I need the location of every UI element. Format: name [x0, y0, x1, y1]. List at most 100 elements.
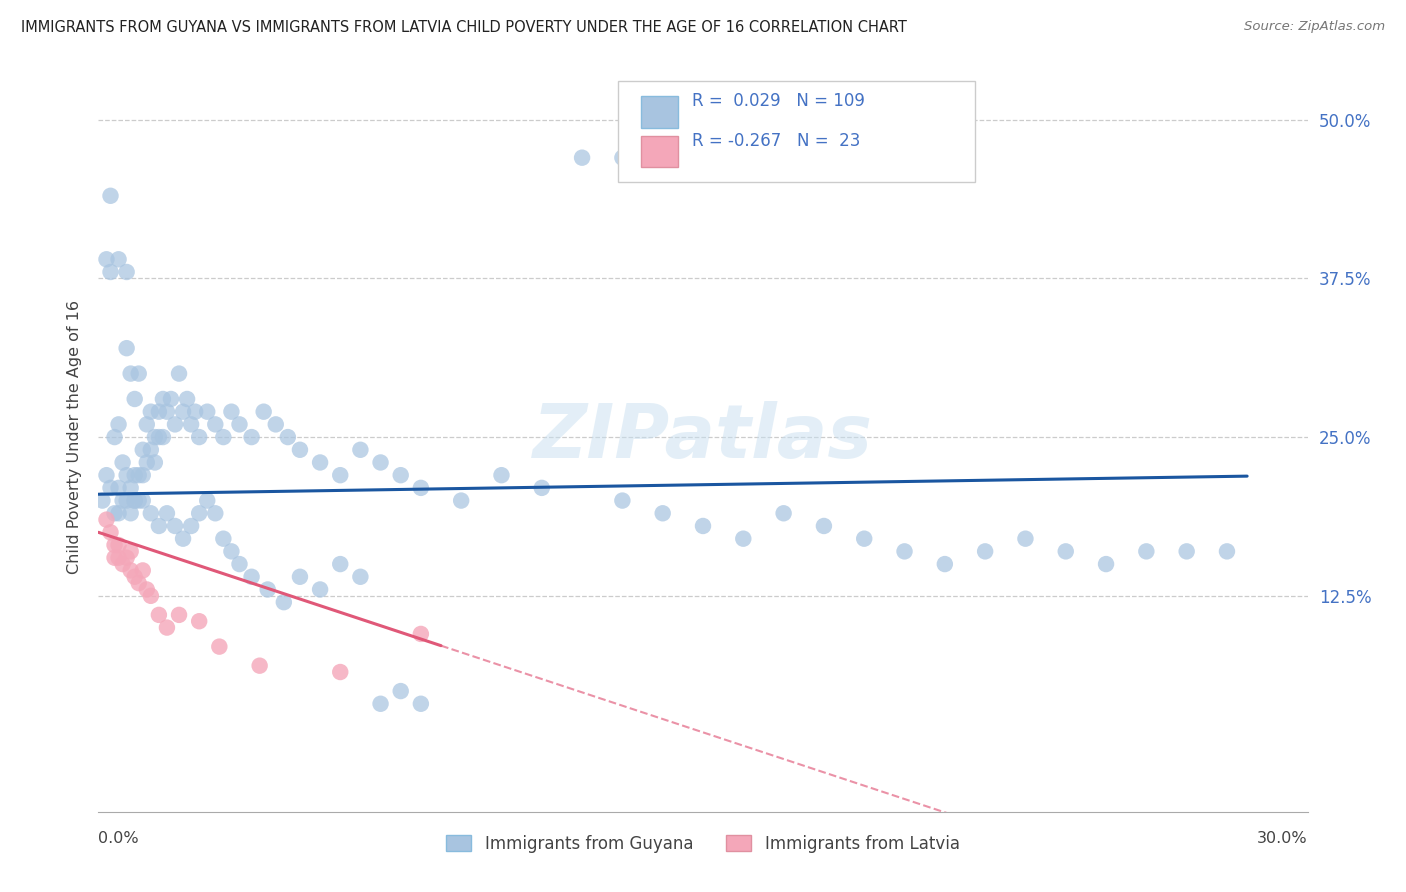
FancyBboxPatch shape	[641, 136, 678, 168]
Point	[107, 481, 129, 495]
Point	[221, 405, 243, 419]
Point	[132, 468, 155, 483]
Point	[612, 151, 634, 165]
Point	[100, 525, 122, 540]
Point	[111, 455, 134, 469]
Point	[120, 563, 142, 577]
Point	[208, 640, 231, 654]
Point	[195, 405, 218, 419]
Point	[273, 595, 295, 609]
Point	[256, 582, 278, 597]
Point	[370, 697, 392, 711]
Point	[152, 430, 174, 444]
Point	[120, 367, 142, 381]
Point	[115, 265, 138, 279]
Point	[115, 550, 138, 565]
Point	[148, 519, 170, 533]
Point	[156, 405, 179, 419]
Point	[389, 468, 412, 483]
Text: ZIPatlas: ZIPatlas	[533, 401, 873, 474]
Point	[188, 506, 211, 520]
Point	[172, 532, 194, 546]
Point	[132, 493, 155, 508]
Point	[96, 513, 118, 527]
Point	[853, 532, 876, 546]
Point	[111, 493, 134, 508]
Point	[120, 506, 142, 520]
Point	[135, 455, 157, 469]
Point	[450, 493, 472, 508]
Point	[409, 481, 432, 495]
Point	[288, 570, 311, 584]
FancyBboxPatch shape	[619, 81, 976, 182]
Point	[733, 532, 755, 546]
Text: R =  0.029   N = 109: R = 0.029 N = 109	[692, 93, 865, 111]
Point	[135, 582, 157, 597]
Point	[148, 430, 170, 444]
Point	[409, 697, 432, 711]
Point	[772, 506, 794, 520]
Point	[143, 430, 166, 444]
Point	[152, 392, 174, 406]
Point	[934, 557, 956, 571]
Point	[893, 544, 915, 558]
Text: R = -0.267   N =  23: R = -0.267 N = 23	[692, 132, 860, 150]
Text: 30.0%: 30.0%	[1257, 830, 1308, 846]
Point	[813, 519, 835, 533]
Point	[1175, 544, 1198, 558]
Y-axis label: Child Poverty Under the Age of 16: Child Poverty Under the Age of 16	[66, 300, 82, 574]
Point	[139, 405, 162, 419]
Point	[115, 341, 138, 355]
Point	[249, 658, 271, 673]
Point	[96, 252, 118, 267]
Point	[180, 417, 202, 432]
Point	[103, 538, 125, 552]
Point	[651, 506, 673, 520]
Point	[1216, 544, 1239, 558]
Point	[128, 493, 150, 508]
Point	[100, 481, 122, 495]
Point	[100, 188, 122, 202]
Point	[1014, 532, 1036, 546]
Point	[195, 493, 218, 508]
Point	[111, 557, 134, 571]
Point	[107, 538, 129, 552]
Point	[264, 417, 287, 432]
Point	[139, 442, 162, 457]
Point	[176, 392, 198, 406]
Point	[288, 442, 311, 457]
Point	[132, 442, 155, 457]
Point	[163, 417, 186, 432]
Point	[184, 405, 207, 419]
Point	[974, 544, 997, 558]
Point	[128, 576, 150, 591]
Point	[135, 417, 157, 432]
Point	[409, 627, 432, 641]
Text: 0.0%: 0.0%	[98, 830, 139, 846]
Point	[212, 430, 235, 444]
Point	[139, 589, 162, 603]
Point	[1135, 544, 1157, 558]
Point	[120, 481, 142, 495]
Point	[228, 557, 250, 571]
Point	[107, 417, 129, 432]
Point	[188, 430, 211, 444]
Point	[128, 367, 150, 381]
Point	[103, 550, 125, 565]
Point	[349, 442, 371, 457]
Point	[309, 455, 332, 469]
Point	[204, 506, 226, 520]
Point	[124, 493, 146, 508]
Point	[107, 550, 129, 565]
Point	[124, 570, 146, 584]
Point	[148, 607, 170, 622]
Point	[120, 544, 142, 558]
Point	[124, 493, 146, 508]
FancyBboxPatch shape	[641, 96, 678, 128]
Point	[96, 468, 118, 483]
Point	[148, 405, 170, 419]
Point	[132, 563, 155, 577]
Point	[612, 493, 634, 508]
Point	[180, 519, 202, 533]
Point	[107, 506, 129, 520]
